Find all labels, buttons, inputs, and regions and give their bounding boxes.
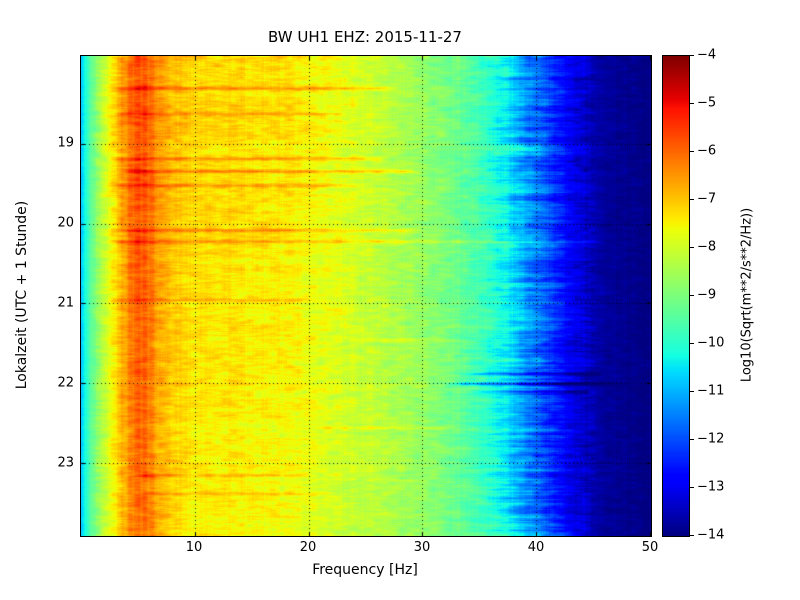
colorbar-tick-mark <box>690 247 694 248</box>
colorbar-tick-label: −10 <box>697 335 725 351</box>
plot-area <box>80 55 652 537</box>
y-tick-label: 23 <box>57 455 74 471</box>
colorbar-tick-mark <box>690 439 694 440</box>
colorbar-tick-mark <box>690 535 694 536</box>
y-tick-label: 20 <box>57 215 74 231</box>
colorbar-tick-mark <box>690 199 694 200</box>
colorbar-tick-label: −11 <box>697 383 725 399</box>
colorbar-tick-label: −13 <box>697 479 725 495</box>
colorbar-tick-mark <box>690 55 694 56</box>
x-tick-label: 20 <box>299 540 317 555</box>
colorbar-canvas <box>663 56 689 536</box>
colorbar-tick-mark <box>690 391 694 392</box>
colorbar-label: Log10(Sqrt(m**2/s**2/Hz)) <box>739 207 755 383</box>
colorbar-tick-label: −9 <box>697 287 717 303</box>
x-axis-label: Frequency [Hz] <box>312 562 418 578</box>
colorbar-tick-label: −12 <box>697 431 725 447</box>
colorbar-tick-label: −7 <box>697 191 717 207</box>
colorbar-tick-label: −14 <box>697 527 725 543</box>
colorbar-tick-mark <box>690 151 694 152</box>
x-tick-label: 40 <box>527 540 545 555</box>
chart-title: BW UH1 EHZ: 2015-11-27 <box>268 28 462 46</box>
y-tick-label: 22 <box>57 375 74 391</box>
y-axis-label: Lokalzeit (UTC + 1 Stunde) <box>14 200 30 390</box>
y-tick-label: 21 <box>57 295 74 311</box>
colorbar-tick-label: −8 <box>697 239 717 255</box>
spectrogram-canvas <box>81 56 651 536</box>
colorbar-tick-mark <box>690 487 694 488</box>
colorbar-tick-mark <box>690 103 694 104</box>
x-tick-label: 10 <box>185 540 203 555</box>
colorbar-tick-label: −5 <box>697 95 717 111</box>
x-tick-label: 30 <box>413 540 431 555</box>
y-tick-label: 19 <box>57 135 74 151</box>
colorbar-tick-label: −6 <box>697 143 717 159</box>
colorbar-tick-mark <box>690 343 694 344</box>
colorbar-tick-mark <box>690 295 694 296</box>
x-tick-label: 50 <box>641 540 659 555</box>
colorbar-tick-label: −4 <box>697 47 717 63</box>
colorbar <box>662 55 690 537</box>
